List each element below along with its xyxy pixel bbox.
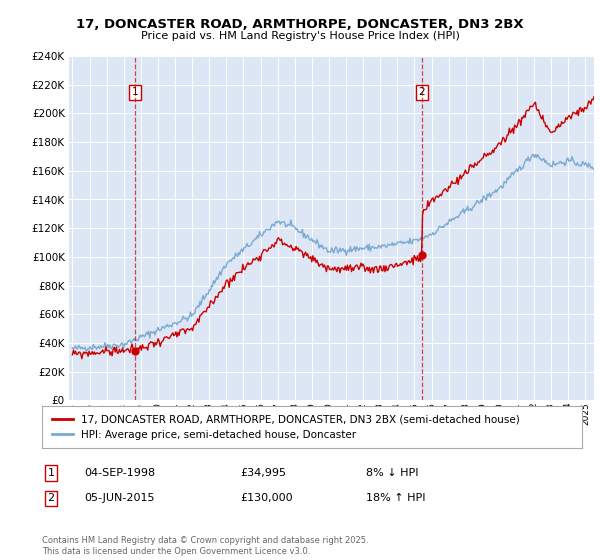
Text: 2: 2 [418,87,425,97]
Text: 17, DONCASTER ROAD, ARMTHORPE, DONCASTER, DN3 2BX: 17, DONCASTER ROAD, ARMTHORPE, DONCASTER… [76,18,524,31]
Text: 04-SEP-1998: 04-SEP-1998 [84,468,155,478]
Text: Price paid vs. HM Land Registry's House Price Index (HPI): Price paid vs. HM Land Registry's House … [140,31,460,41]
Text: 1: 1 [47,468,55,478]
Text: £130,000: £130,000 [240,493,293,503]
Legend: 17, DONCASTER ROAD, ARMTHORPE, DONCASTER, DN3 2BX (semi-detached house), HPI: Av: 17, DONCASTER ROAD, ARMTHORPE, DONCASTER… [50,412,522,442]
Text: 05-JUN-2015: 05-JUN-2015 [84,493,155,503]
Text: 2: 2 [47,493,55,503]
Text: 18% ↑ HPI: 18% ↑ HPI [366,493,425,503]
Text: £34,995: £34,995 [240,468,286,478]
Text: 1: 1 [132,87,139,97]
Text: Contains HM Land Registry data © Crown copyright and database right 2025.
This d: Contains HM Land Registry data © Crown c… [42,536,368,556]
Text: 8% ↓ HPI: 8% ↓ HPI [366,468,419,478]
